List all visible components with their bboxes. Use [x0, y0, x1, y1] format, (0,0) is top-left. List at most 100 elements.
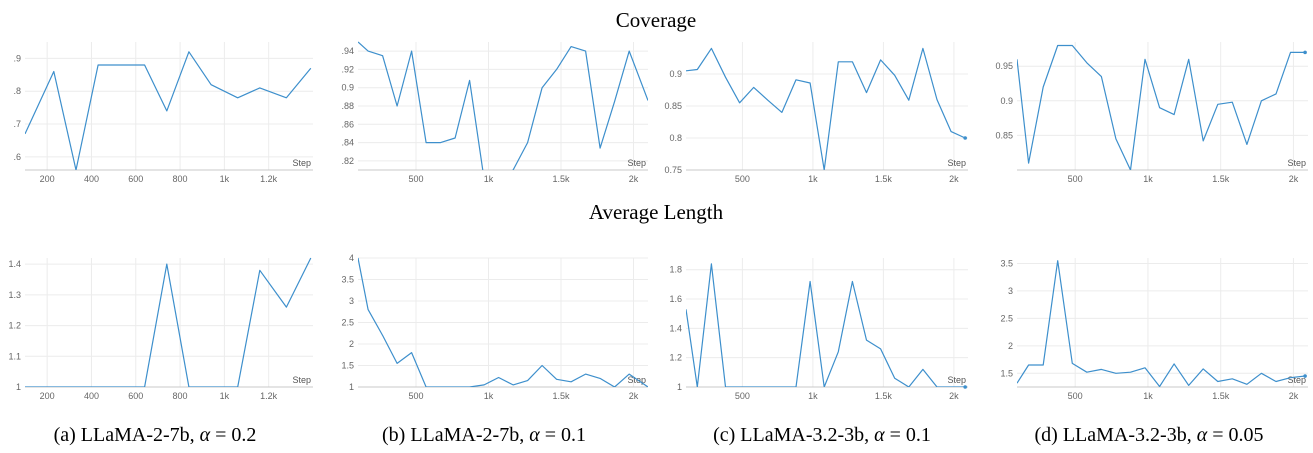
caption-a-alpha-value: 0.2 — [231, 424, 256, 446]
x-tick-label: 1.2k — [260, 174, 278, 184]
caption-a: (a) LLaMA-2-7b, α = 0.2 — [54, 424, 257, 446]
caption-a-equals: = — [210, 424, 231, 446]
y-tick-label: 1.1 — [8, 351, 21, 361]
y-tick-label: 1.4 — [8, 259, 21, 269]
y-tick-label: .94 — [341, 46, 354, 56]
y-tick-label: 1.5 — [341, 361, 354, 371]
x-axis-label: Step — [947, 375, 966, 385]
y-tick-label: 3.5 — [1000, 258, 1013, 268]
x-tick-label: 1k — [484, 174, 494, 184]
caption-b: (b) LLaMA-2-7b, α = 0.1 — [382, 424, 586, 446]
x-tick-label: 1k — [1143, 174, 1153, 184]
y-tick-label: .92 — [341, 64, 354, 74]
series-line — [1017, 44, 1306, 170]
x-tick-label: 600 — [128, 391, 143, 401]
x-tick-label: 1.5k — [875, 174, 893, 184]
y-tick-label: 0.9 — [669, 69, 682, 79]
x-tick-label: 1.5k — [1212, 391, 1230, 401]
caption-c-alpha-value: 0.1 — [906, 424, 931, 446]
y-tick-label: 3.5 — [341, 275, 354, 285]
x-tick-label: 1.5k — [552, 391, 570, 401]
x-tick-label: 500 — [1068, 174, 1083, 184]
caption-d-alpha-value: 0.05 — [1228, 424, 1263, 446]
y-tick-label: .88 — [341, 101, 354, 111]
x-tick-label: 500 — [408, 174, 423, 184]
caption-b-alpha-symbol: α — [529, 424, 540, 446]
y-tick-label: .8 — [13, 86, 21, 96]
y-tick-label: 0.9 — [1000, 96, 1013, 106]
series-end-point — [963, 385, 967, 389]
panel-coverage-c: 0.75 0.8 0.85 0.9 500 1k 1.5k 2k Step — [664, 42, 968, 184]
series-end-point — [1303, 50, 1307, 55]
caption-b-equals: = — [540, 424, 561, 446]
y-tick-label: 2 — [1008, 341, 1013, 351]
y-tick-label: 0.9 — [341, 83, 354, 93]
y-tick-label: 1 — [677, 382, 682, 392]
x-axis-label: Step — [292, 158, 311, 168]
x-tick-label: 1k — [220, 391, 230, 401]
y-tick-label: 1.2 — [669, 353, 682, 363]
panel-coverage-b: .82 .84 .86 .88 0.9 .92 .94 500 1k 1.5k 2k Step — [341, 41, 648, 184]
y-tick-label: 0.95 — [995, 61, 1013, 71]
y-tick-label: 4 — [349, 253, 354, 263]
x-tick-label: 2k — [629, 174, 639, 184]
caption-a-alpha-symbol: α — [200, 424, 211, 446]
y-tick-label: .82 — [341, 156, 354, 166]
y-tick-label: 2.5 — [341, 318, 354, 328]
y-tick-label: .6 — [13, 152, 21, 162]
series-line — [1017, 260, 1306, 387]
caption-c: (c) LLaMA-3.2-3b, α = 0.1 — [713, 424, 931, 446]
y-tick-label: 1.4 — [669, 323, 682, 333]
x-tick-label: 400 — [84, 174, 99, 184]
panel-coverage-a: .6 .7 .8 .9 200 400 600 800 1k 1.2k Step — [13, 42, 313, 184]
caption-b-text: (b) LLaMA-2-7b, — [382, 424, 529, 446]
caption-c-text: (c) LLaMA-3.2-3b, — [713, 424, 874, 446]
x-tick-label: 500 — [735, 174, 750, 184]
y-tick-label: 1.5 — [1000, 368, 1013, 378]
x-tick-label: 1.5k — [552, 174, 570, 184]
y-tick-label: 0.85 — [995, 130, 1013, 140]
y-tick-label: 1.6 — [669, 294, 682, 304]
y-tick-label: 0.8 — [669, 133, 682, 143]
panel-coverage-d: 0.85 0.9 0.95 500 1k 1.5k 2k Step — [995, 42, 1308, 184]
x-axis-label: Step — [292, 375, 311, 385]
panel-avg-length-a: 1 1.1 1.2 1.3 1.4 200 400 600 800 1k 1.2k Step — [8, 257, 313, 401]
x-tick-label: 2k — [949, 174, 959, 184]
x-axis-label: Step — [947, 158, 966, 168]
x-tick-label: 2k — [1289, 391, 1299, 401]
caption-a-text: (a) LLaMA-2-7b, — [54, 424, 200, 446]
y-tick-label: 1 — [349, 382, 354, 392]
x-axis-label: Step — [1287, 375, 1306, 385]
y-tick-label: 0.75 — [664, 165, 682, 175]
x-tick-label: 600 — [128, 174, 143, 184]
y-tick-label: .9 — [13, 53, 21, 63]
x-tick-label: 500 — [408, 391, 423, 401]
y-tick-label: 3 — [1008, 286, 1013, 296]
x-tick-label: 1.5k — [1212, 174, 1230, 184]
series-end-point — [1303, 374, 1307, 378]
caption-c-alpha-symbol: α — [874, 424, 885, 446]
x-tick-label: 500 — [1068, 391, 1083, 401]
series-line — [686, 263, 966, 387]
x-tick-label: 500 — [735, 391, 750, 401]
x-tick-label: 1.5k — [875, 391, 893, 401]
x-tick-label: 1k — [1143, 391, 1153, 401]
x-tick-label: 800 — [173, 391, 188, 401]
y-tick-label: 1.3 — [8, 290, 21, 300]
y-tick-label: 2 — [349, 339, 354, 349]
x-tick-label: 200 — [40, 174, 55, 184]
x-tick-label: 2k — [1289, 174, 1299, 184]
x-tick-label: 2k — [629, 391, 639, 401]
series-line — [686, 47, 966, 170]
series-line — [358, 41, 648, 170]
y-tick-label: 0.85 — [664, 101, 682, 111]
x-axis-label: Step — [627, 158, 646, 168]
x-axis-label: Step — [1287, 158, 1306, 168]
x-tick-label: 2k — [949, 391, 959, 401]
x-tick-label: 1k — [220, 174, 230, 184]
series-line — [25, 51, 312, 170]
row-title-average-length: Average Length — [589, 200, 724, 224]
panel-avg-length-c: 1 1.2 1.4 1.6 1.8 500 1k 1.5k 2k Step — [669, 258, 968, 401]
y-tick-label: 1.2 — [8, 321, 21, 331]
